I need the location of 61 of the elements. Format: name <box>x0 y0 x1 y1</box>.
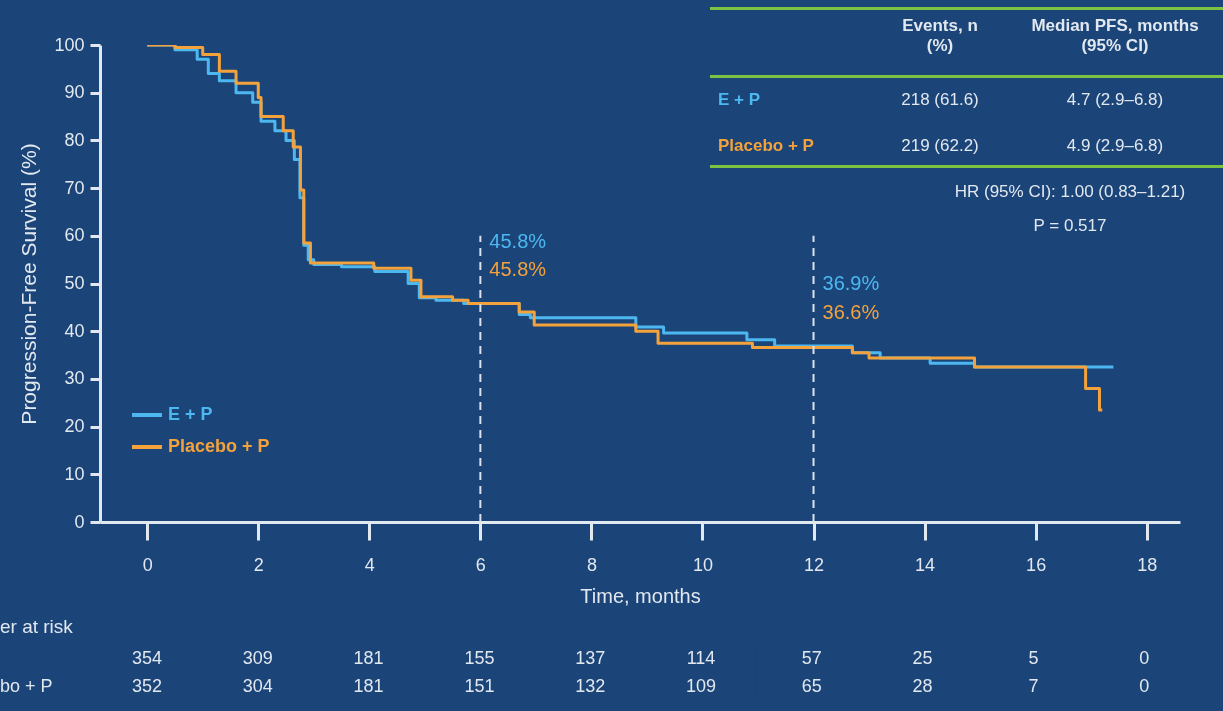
annotation: 219 (62.2) <box>900 136 980 156</box>
x-tick-label: 0 <box>142 554 153 575</box>
data-label: 132 <box>575 676 606 696</box>
y-tick-label: bo + P <box>0 676 53 696</box>
data-label: 36.6% <box>822 301 880 324</box>
annotation: P = 0.517 <box>1032 216 1108 236</box>
x-axis-title: Time, months <box>580 584 701 607</box>
annotation: Placebo + P <box>718 136 815 156</box>
data-label: 304 <box>242 676 273 696</box>
x-tick-label: 8 <box>586 554 597 575</box>
x-tick-label: 12 <box>804 554 825 575</box>
x-tick-label: 2 <box>253 554 264 575</box>
y-tick-label: 50 <box>64 273 85 293</box>
text: er at risk <box>0 616 74 637</box>
y-tick-label: 80 <box>64 129 85 150</box>
x-tick-label: 4 <box>364 554 375 575</box>
annotation: 4.7 (2.9–6.8) <box>1065 90 1165 110</box>
annotation: E + P <box>718 90 762 110</box>
data-label: 354 <box>131 648 163 668</box>
data-label: 28 <box>912 676 933 696</box>
data-label: 114 <box>686 648 716 668</box>
data-label: 65 <box>801 676 822 696</box>
data-label: 0 <box>1139 648 1150 668</box>
x-tick-label: 18 <box>1137 554 1158 575</box>
data-label: 45.8% <box>489 229 547 252</box>
x-tick-label: 10 <box>692 554 713 575</box>
data-label: 181 <box>353 676 384 696</box>
data-label: 151 <box>464 676 495 696</box>
data-label: 45.8% <box>489 257 547 280</box>
data-label: 25 <box>912 648 933 668</box>
data-label: 7 <box>1028 676 1039 696</box>
data-label: 181 <box>353 648 384 668</box>
y-tick-label: 0 <box>74 511 85 532</box>
data-label: 155 <box>464 648 495 668</box>
data-label: 5 <box>1028 648 1039 668</box>
annotation: Events, n (%) <box>901 16 979 56</box>
y-tick-label: 10 <box>64 463 85 484</box>
y-tick-label: 100 <box>54 34 85 55</box>
legend-label: Placebo + P <box>168 435 270 456</box>
data-label: 352 <box>131 676 163 696</box>
data-label: 0 <box>1139 676 1150 696</box>
y-tick-label: 70 <box>64 177 85 198</box>
x-tick-label: 6 <box>475 554 486 575</box>
annotation: 218 (61.6) <box>900 90 980 110</box>
y-tick-label: 60 <box>64 225 85 246</box>
legend-label: E + P <box>168 403 213 424</box>
data-label: 36.9% <box>822 271 880 294</box>
y-tick-label: 90 <box>64 82 85 103</box>
annotation: 4.9 (2.9–6.8) <box>1065 136 1165 156</box>
data-label: 137 <box>575 648 606 668</box>
annotation: Median PFS, months (95% CI) <box>1030 16 1200 56</box>
y-tick-label: 30 <box>64 368 85 389</box>
y-axis-title: Progression-Free Survival (%) <box>17 143 41 425</box>
annotation: HR (95% CI): 1.00 (0.83–1.21) <box>953 182 1187 202</box>
y-tick-label: 40 <box>64 320 85 341</box>
x-tick-label: 14 <box>915 554 936 575</box>
y-tick-label: 20 <box>64 416 85 437</box>
data-label: 309 <box>242 648 273 668</box>
data-label: 57 <box>801 648 822 668</box>
data-label: 109 <box>685 676 717 696</box>
x-tick-label: 16 <box>1026 554 1047 575</box>
